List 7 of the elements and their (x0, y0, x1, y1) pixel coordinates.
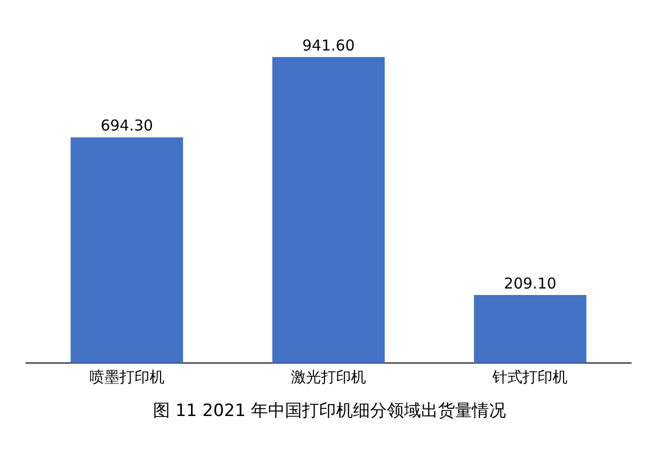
x-tick-label: 针式打印机 (492, 368, 568, 386)
data-label: 941.60 (302, 36, 355, 54)
x-tick-label: 喷墨打印机 (89, 368, 164, 386)
data-label: 209.10 (504, 274, 556, 292)
x-tick-label: 激光打印机 (291, 368, 366, 386)
data-label: 694.30 (100, 116, 154, 135)
text: 图 11 2021 年中国打印机细分领域出货量情况 (152, 400, 508, 422)
